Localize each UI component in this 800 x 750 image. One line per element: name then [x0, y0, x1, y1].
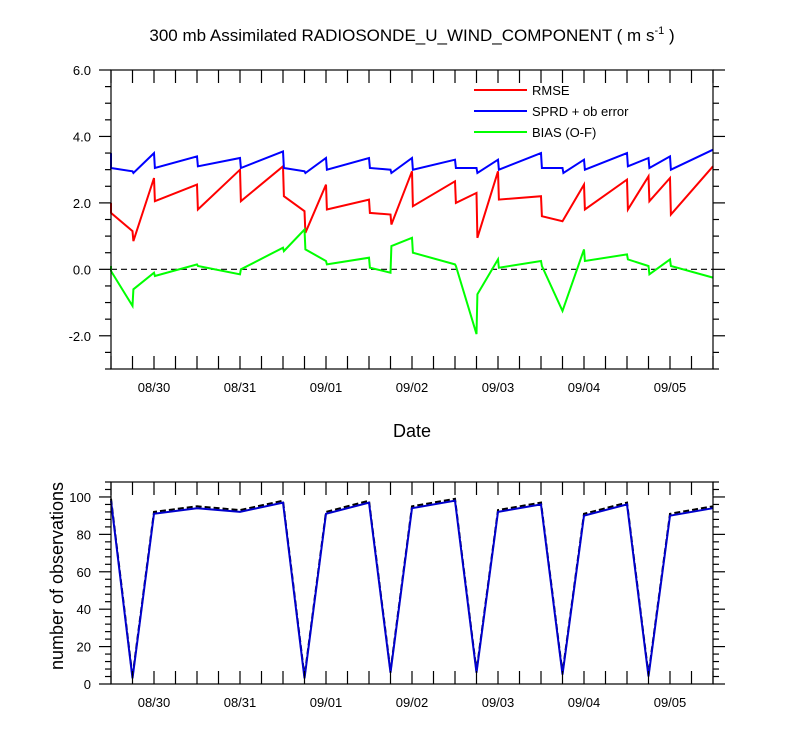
y-tick-label: 40	[77, 602, 91, 617]
legend-label: RMSE	[532, 83, 570, 98]
series-line-bias-o-f	[110, 227, 714, 335]
y-axis-title: number of observations	[47, 482, 67, 670]
x-tick-label: 09/02	[396, 380, 429, 395]
y-tick-label: 6.0	[73, 63, 91, 78]
x-axis-title: Date	[393, 421, 431, 441]
legend-label: BIAS (O-F)	[532, 125, 596, 140]
x-tick-label: 09/02	[396, 695, 429, 710]
x-tick-label: 09/03	[482, 380, 515, 395]
x-tick-label: 08/31	[224, 695, 257, 710]
top-chart: 08/30 08/31 09/01 09/02 09/03 09/04 09/05 -2.0 0…	[69, 63, 725, 395]
y-tick-label: 20	[77, 640, 91, 655]
x-tick-label: 09/01	[310, 380, 343, 395]
x-tick-label: 09/01	[310, 695, 343, 710]
series-line-rmse	[110, 164, 714, 242]
chart-title: 300 mb Assimilated RADIOSONDE_U_WIND_COM…	[149, 25, 674, 45]
y-tick-label: 4.0	[73, 129, 91, 144]
y-tick-label: 60	[77, 565, 91, 580]
x-tick-label: 08/30	[138, 695, 171, 710]
legend-label: SPRD + ob error	[532, 104, 629, 119]
series-line-used	[110, 499, 714, 679]
y-tick-label: 0.0	[73, 262, 91, 277]
y-tick-label: 2.0	[73, 196, 91, 211]
series-line-sprd-ob-error	[110, 148, 714, 175]
x-tick-label: 09/04	[568, 380, 601, 395]
legend: RMSE SPRD + ob error BIAS (O-F)	[474, 83, 629, 140]
x-tick-label: 08/31	[224, 380, 257, 395]
y-tick-label: 80	[77, 527, 91, 542]
series-line-possible	[110, 497, 714, 677]
x-tick-label: 09/03	[482, 695, 515, 710]
y-tick-label: -2.0	[69, 329, 91, 344]
x-tick-label: 09/05	[654, 695, 687, 710]
bottom-chart: 08/30 08/31 09/01 09/02 09/03 09/04 09/05 0 20 40…	[69, 481, 725, 710]
y-tick-label: 100	[69, 490, 91, 505]
x-tick-label: 09/05	[654, 380, 687, 395]
x-tick-label: 09/04	[568, 695, 601, 710]
y-tick-label: 0	[84, 677, 91, 692]
x-tick-label: 08/30	[138, 380, 171, 395]
